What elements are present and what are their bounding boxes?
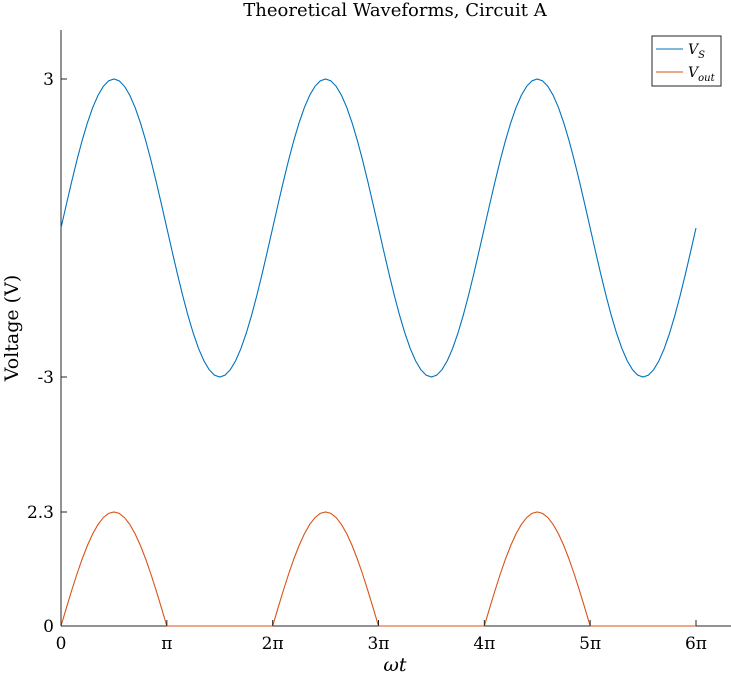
- legend-entry-label: VS: [688, 42, 705, 61]
- legend-entry-main: V: [688, 42, 700, 58]
- x-tick-label: π: [161, 634, 172, 654]
- x-axis-label: ωt: [383, 654, 406, 676]
- y-axis-label: Voltage (V): [1, 275, 23, 382]
- ticks: 0 π 2π 3π 4π 5π 6π 3 -3 2.3 0: [27, 70, 707, 654]
- axes: [60, 30, 731, 627]
- legend-entry-label: Vout: [688, 65, 716, 84]
- legend-entry-sub: out: [698, 73, 715, 84]
- legend-box: [651, 35, 722, 87]
- x-tick-label: 3π: [367, 634, 389, 654]
- series-line-vs: [60, 78, 697, 378]
- chart-title: Theoretical Waveforms, Circuit A: [243, 0, 547, 21]
- y-tick-label: -3: [37, 368, 54, 388]
- legend-entry-main: V: [688, 65, 700, 81]
- x-tick-label: 2π: [262, 634, 284, 654]
- y-tick-label: 3: [43, 70, 54, 90]
- x-tick-label: 6π: [685, 634, 707, 654]
- y-tick-label: 0: [43, 617, 54, 637]
- legend-entry-sub: S: [698, 50, 705, 61]
- series-line-vout: [60, 511, 697, 627]
- y-tick-label: 2.3: [27, 503, 54, 523]
- x-tick-label: 0: [56, 634, 67, 654]
- x-tick-label: 4π: [473, 634, 495, 654]
- x-tick-label: 5π: [579, 634, 601, 654]
- series-layer: [60, 78, 697, 627]
